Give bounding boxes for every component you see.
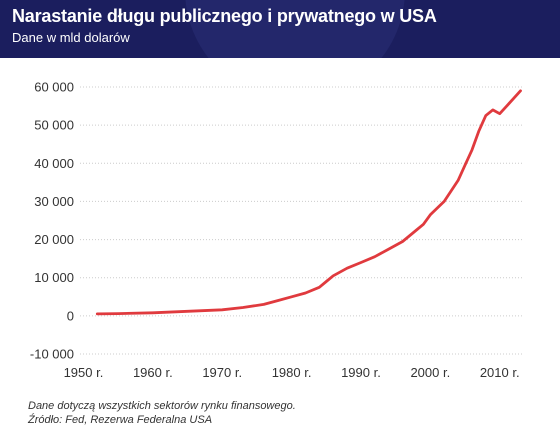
gridlines	[80, 86, 524, 355]
series-line	[95, 89, 522, 316]
x-tick-label: 1950 r.	[64, 365, 104, 380]
y-tick-label: 0	[67, 308, 74, 323]
x-tick-label: 2000 r.	[410, 365, 450, 380]
header-decoration	[185, 0, 405, 58]
x-tick-label: 1970 r.	[202, 365, 242, 380]
note-sectors: Dane dotyczą wszystkich sektorów rynku f…	[28, 400, 296, 412]
y-tick-label: 20 000	[34, 232, 74, 247]
x-tick-label: 2010 r.	[480, 365, 520, 380]
x-tick-label: 1960 r.	[133, 365, 173, 380]
y-tick-label: -10 000	[30, 347, 74, 362]
y-tick-label: 50 000	[34, 118, 74, 133]
chart-header: Narastanie długu publicznego i prywatneg…	[0, 0, 560, 58]
y-tick-label: 10 000	[34, 270, 74, 285]
y-tick-label: 30 000	[34, 194, 74, 209]
chart-notes: Dane dotyczą wszystkich sektorów rynku f…	[28, 399, 296, 427]
note-source: Źródło: Fed, Rezerwa Federalna USA	[28, 414, 213, 426]
y-axis-labels: 60 000 50 000 40 000 30 000 20 000 10 000 0 -10…	[30, 80, 74, 362]
chart-subtitle: Dane w mld dolarów	[12, 30, 130, 45]
y-tick-label: 40 000	[34, 156, 74, 171]
line-chart: 60 000 50 000 40 000 30 000 20 000 10 000 0 -10…	[30, 80, 524, 380]
x-tick-label: 1980 r.	[272, 365, 312, 380]
data-series	[95, 89, 522, 316]
chart-title: Narastanie długu publicznego i prywatneg…	[12, 6, 437, 26]
x-tick-label: 1990 r.	[341, 365, 381, 380]
x-axis-labels: 1950 r. 1960 r. 1970 r. 1980 r. 1990 r. 2000 …	[64, 365, 520, 380]
y-tick-label: 60 000	[34, 80, 74, 95]
